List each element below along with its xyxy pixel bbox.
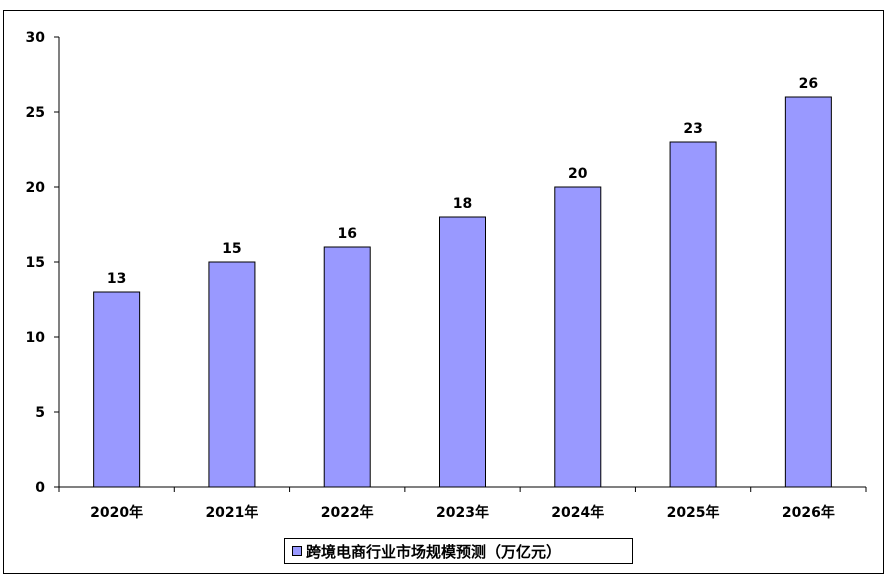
data-labels: 13 15 16 18 20 23 26 <box>107 76 818 287</box>
bar <box>323 246 371 488</box>
legend-swatch <box>292 546 302 556</box>
y-tick-label: 0 <box>35 480 45 496</box>
x-tick-label: 2020年 <box>90 504 143 521</box>
bar <box>93 291 141 488</box>
bar-value-label: 26 <box>799 76 818 92</box>
bar <box>208 261 256 488</box>
y-tick-label: 25 <box>26 105 45 121</box>
chart-frame <box>3 10 884 574</box>
x-tick-label: 2022年 <box>321 504 374 521</box>
x-tick-label: 2025年 <box>667 504 720 521</box>
y-axis: 0 5 10 15 20 25 30 <box>26 30 60 496</box>
x-tick-label: 2023年 <box>436 504 489 521</box>
bar-value-label: 16 <box>337 226 356 242</box>
y-tick-label: 5 <box>35 405 45 421</box>
bar-value-label: 23 <box>683 121 702 137</box>
y-tick-label: 30 <box>26 30 46 46</box>
bar-value-label: 18 <box>453 196 472 212</box>
y-tick-label: 20 <box>26 180 46 196</box>
x-tick-label: 2026年 <box>782 504 835 521</box>
x-axis: 2020年 2021年 2022年 2023年 2024年 2025年 2026年 <box>58 486 867 521</box>
bar <box>554 186 602 488</box>
bar <box>669 141 717 488</box>
bar <box>439 216 486 488</box>
y-tick-label: 15 <box>26 255 45 271</box>
y-tick-label: 10 <box>26 330 46 346</box>
bar-value-label: 13 <box>107 271 126 287</box>
legend-label: 跨境电商行业市场规模预测（万亿元） <box>306 542 562 561</box>
bar-value-label: 20 <box>568 166 588 182</box>
legend: 跨境电商行业市场规模预测（万亿元） <box>284 538 633 564</box>
bars <box>93 96 832 488</box>
x-tick-label: 2024年 <box>551 504 604 521</box>
bar-value-label: 15 <box>222 241 241 257</box>
x-tick-label: 2021年 <box>205 504 258 521</box>
bar <box>784 96 832 488</box>
